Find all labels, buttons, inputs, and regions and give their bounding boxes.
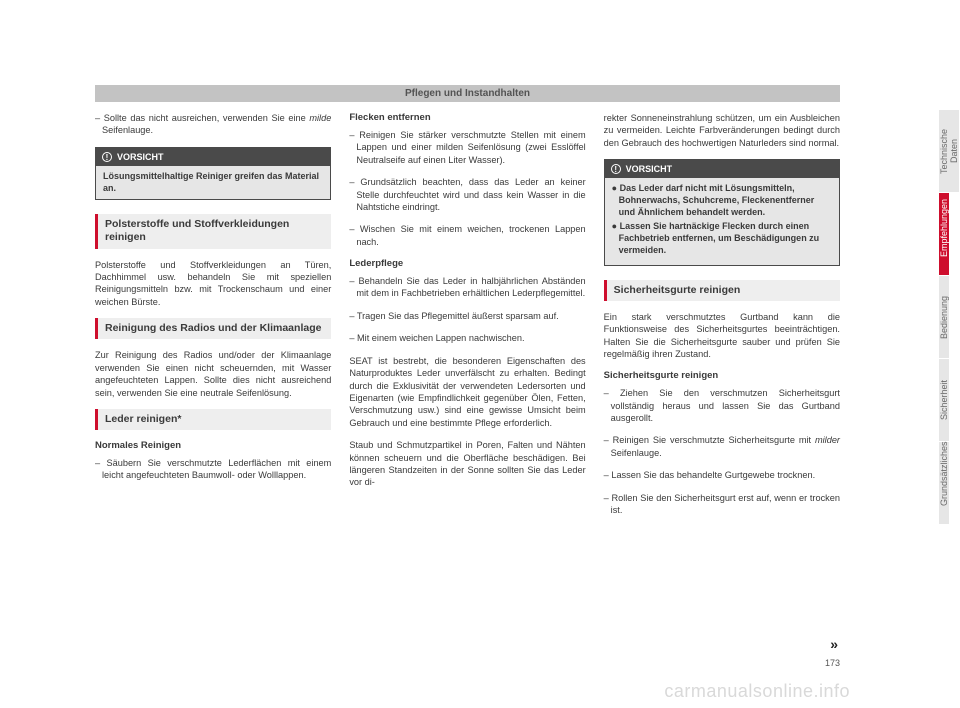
- caution-body: Lösungsmittelhaltige Reiniger greifen da…: [96, 166, 330, 199]
- section-heading-seatbelts: Sicherheitsgurte reinigen: [604, 280, 840, 301]
- paragraph: rekter Sonneneinstrahlung schützen, um e…: [604, 112, 840, 149]
- paragraph: Staub und Schmutzpartikel in Poren, Falt…: [349, 439, 585, 489]
- tab-bedienung[interactable]: Bedienung: [939, 276, 949, 358]
- list-item: Wischen Sie mit einem weichen, trockenen…: [349, 223, 585, 248]
- continue-marker: »: [830, 636, 838, 652]
- caution-header: ! VORSICHT: [96, 148, 330, 166]
- emph: milde: [309, 113, 331, 123]
- tab-technische-daten[interactable]: Technische Daten: [939, 110, 959, 192]
- sub-heading: Normales Reinigen: [95, 440, 331, 453]
- watermark: carmanualsonline.info: [664, 681, 850, 702]
- text: Seifenlauge.: [102, 125, 153, 135]
- caution-box: ! VORSICHT ● Das Leder darf nicht mit Lö…: [604, 159, 840, 265]
- text: Sollte das nicht ausreichen, verwenden S…: [104, 113, 310, 123]
- paragraph: Polsterstoffe und Stoffverkleidungen an …: [95, 259, 331, 309]
- caution-box: ! VORSICHT Lösungsmittelhaltige Reiniger…: [95, 147, 331, 201]
- column-3: rekter Sonneneinstrahlung schützen, um e…: [604, 112, 840, 527]
- section-heading-radio: Reinigung des Radios und der Klimaanlage: [95, 318, 331, 339]
- content-columns: Sollte das nicht ausreichen, verwenden S…: [95, 112, 840, 527]
- emph: milder: [815, 435, 840, 445]
- list-item: Behandeln Sie das Leder in halbjährliche…: [349, 275, 585, 300]
- list-item: Ziehen Sie den verschmutzen Sicherheitsg…: [604, 387, 840, 424]
- caution-bullet: ● Das Leder darf nicht mit Lösungsmittel…: [612, 183, 832, 218]
- list-item: Lassen Sie das behandelte Gurtgewebe tro…: [604, 469, 840, 481]
- sub-heading: Sicherheitsgurte reinigen: [604, 370, 840, 383]
- page-number: 173: [825, 658, 840, 668]
- sub-heading: Lederpflege: [349, 258, 585, 271]
- list-item: Grundsätzlich beachten, dass das Leder a…: [349, 176, 585, 213]
- caution-title: VORSICHT: [626, 163, 673, 175]
- tab-grundsaetzliches[interactable]: Grundsätzliches: [939, 442, 949, 524]
- text: Reinigen Sie verschmutzte Sicherheitsgur…: [613, 435, 815, 445]
- intro-bullet: Sollte das nicht ausreichen, verwenden S…: [95, 112, 331, 137]
- caution-bullet: ● Lassen Sie hartnäckige Flecken durch e…: [612, 221, 832, 256]
- list-item: Säubern Sie verschmutzte Lederflächen mi…: [95, 457, 331, 482]
- list-item: Reinigen Sie verschmutzte Sicherheitsgur…: [604, 434, 840, 459]
- section-heading-upholstery: Polsterstoffe und Stoffverkleidungen rei…: [95, 214, 331, 248]
- list-item: Tragen Sie das Pflegemittel äußerst spar…: [349, 310, 585, 322]
- caution-header: ! VORSICHT: [605, 160, 839, 178]
- text: Seifenlauge.: [611, 448, 662, 458]
- section-heading-leather: Leder reinigen*: [95, 409, 331, 430]
- caution-body: ● Das Leder darf nicht mit Lösungsmittel…: [605, 178, 839, 264]
- column-1: Sollte das nicht ausreichen, verwenden S…: [95, 112, 331, 527]
- paragraph: SEAT ist bestrebt, die besonderen Eigens…: [349, 355, 585, 430]
- manual-page: Pflegen und Instandhalten Sollte das nic…: [95, 85, 840, 660]
- list-item: Rollen Sie den Sicherheitsgurt erst auf,…: [604, 492, 840, 517]
- tab-sicherheit[interactable]: Sicherheit: [939, 359, 949, 441]
- column-2: Flecken entfernen Reinigen Sie stärker v…: [349, 112, 585, 527]
- info-icon: !: [102, 152, 112, 162]
- tab-empfehlungen[interactable]: Empfehlungen: [939, 193, 949, 275]
- paragraph: Ein stark verschmutztes Gurtband kann di…: [604, 311, 840, 361]
- info-icon: !: [611, 164, 621, 174]
- paragraph: Zur Reinigung des Radios und/oder der Kl…: [95, 349, 331, 399]
- side-tabs: Technische Daten Empfehlungen Bedienung …: [939, 110, 960, 525]
- list-item: Mit einem weichen Lappen nachwischen.: [349, 332, 585, 344]
- list-item: Reinigen Sie stärker verschmutzte Stelle…: [349, 129, 585, 166]
- caution-title: VORSICHT: [117, 151, 164, 163]
- sub-heading: Flecken entfernen: [349, 112, 585, 125]
- chapter-title: Pflegen und Instandhalten: [95, 85, 840, 102]
